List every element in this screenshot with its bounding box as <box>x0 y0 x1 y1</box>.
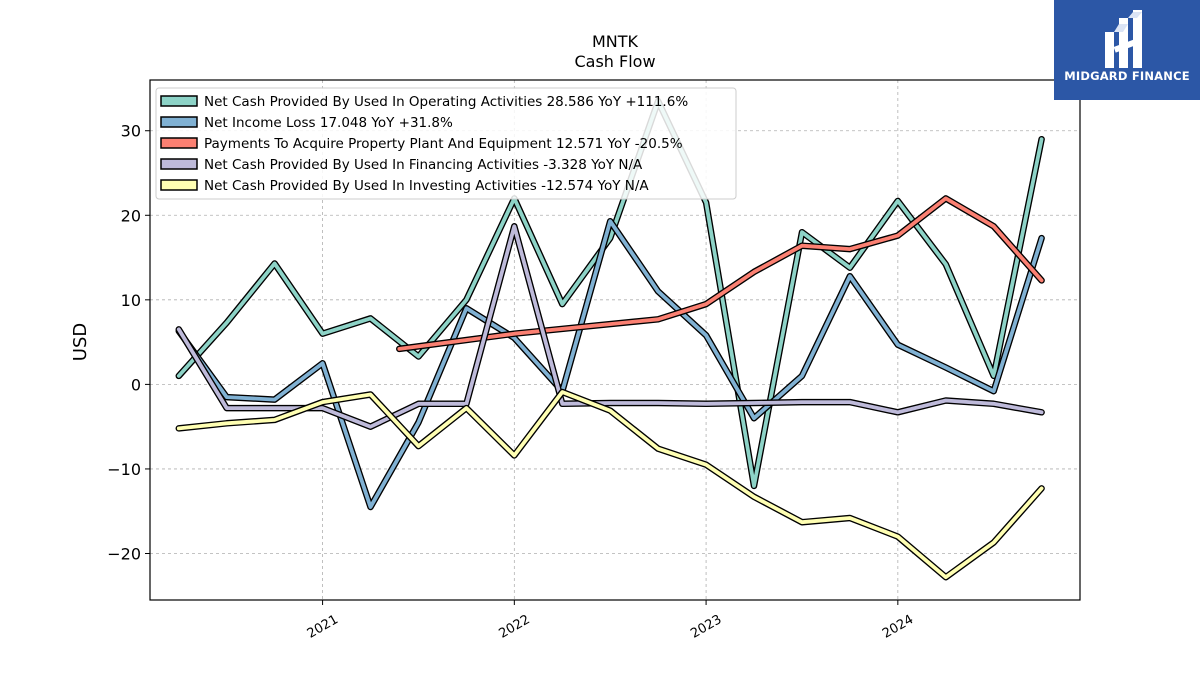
series-line <box>176 390 1044 580</box>
series-line <box>176 219 1044 509</box>
midgard-logo-icon <box>1105 10 1142 68</box>
series-line <box>397 196 1044 351</box>
series-line <box>176 224 1044 429</box>
y-axis-label: USD <box>70 323 91 361</box>
series-net-income-loss <box>175 217 1045 511</box>
legend: Net Cash Provided By Used In Operating A… <box>155 87 737 200</box>
chart-title: MNTK <box>592 32 639 51</box>
legend-entry: Net Income Loss 17.048 YoY +31.8% <box>204 115 453 131</box>
y-tick-label: −10 <box>107 460 141 479</box>
legend-swatch <box>160 158 198 170</box>
x-tick-label: 2023 <box>688 612 724 642</box>
legend-swatch <box>160 95 198 107</box>
series-line-outline <box>175 217 1045 511</box>
y-tick-label: 0 <box>131 375 141 394</box>
x-tick-label: 2024 <box>880 612 916 642</box>
series-net-cash-provided-by-used-in-financing-activities <box>175 223 1045 430</box>
legend-swatch <box>160 116 198 128</box>
legend-swatch <box>160 137 198 149</box>
legend-swatch <box>160 179 198 191</box>
series-line <box>176 99 1044 488</box>
legend-box <box>155 87 737 200</box>
midgard-finance-logo: MIDGARD FINANCE <box>1054 0 1200 100</box>
y-tick-label: 10 <box>121 291 141 310</box>
x-tick-label: 2021 <box>305 612 341 642</box>
legend-entry: Net Cash Provided By Used In Financing A… <box>204 157 643 173</box>
y-tick-label: −20 <box>107 544 141 563</box>
plot-frame <box>149 79 1081 601</box>
series-lines <box>175 97 1045 581</box>
legend-entry: Net Cash Provided By Used In Investing A… <box>204 178 649 194</box>
logo-text: MIDGARD FINANCE <box>1064 69 1190 83</box>
legend-entry: Payments To Acquire Property Plant And E… <box>204 136 683 152</box>
series-net-cash-provided-by-used-in-operating-activities <box>175 97 1045 490</box>
series-net-cash-provided-by-used-in-investing-activities <box>175 388 1045 581</box>
series-payments-to-acquire-property-plant-and-equipment <box>396 195 1045 353</box>
chart-subtitle: Cash Flow <box>574 52 655 71</box>
x-tick-label: 2022 <box>496 612 532 642</box>
y-tick-label: 30 <box>121 122 141 141</box>
legend-entry: Net Cash Provided By Used In Operating A… <box>204 94 688 110</box>
y-tick-label: 20 <box>121 206 141 225</box>
